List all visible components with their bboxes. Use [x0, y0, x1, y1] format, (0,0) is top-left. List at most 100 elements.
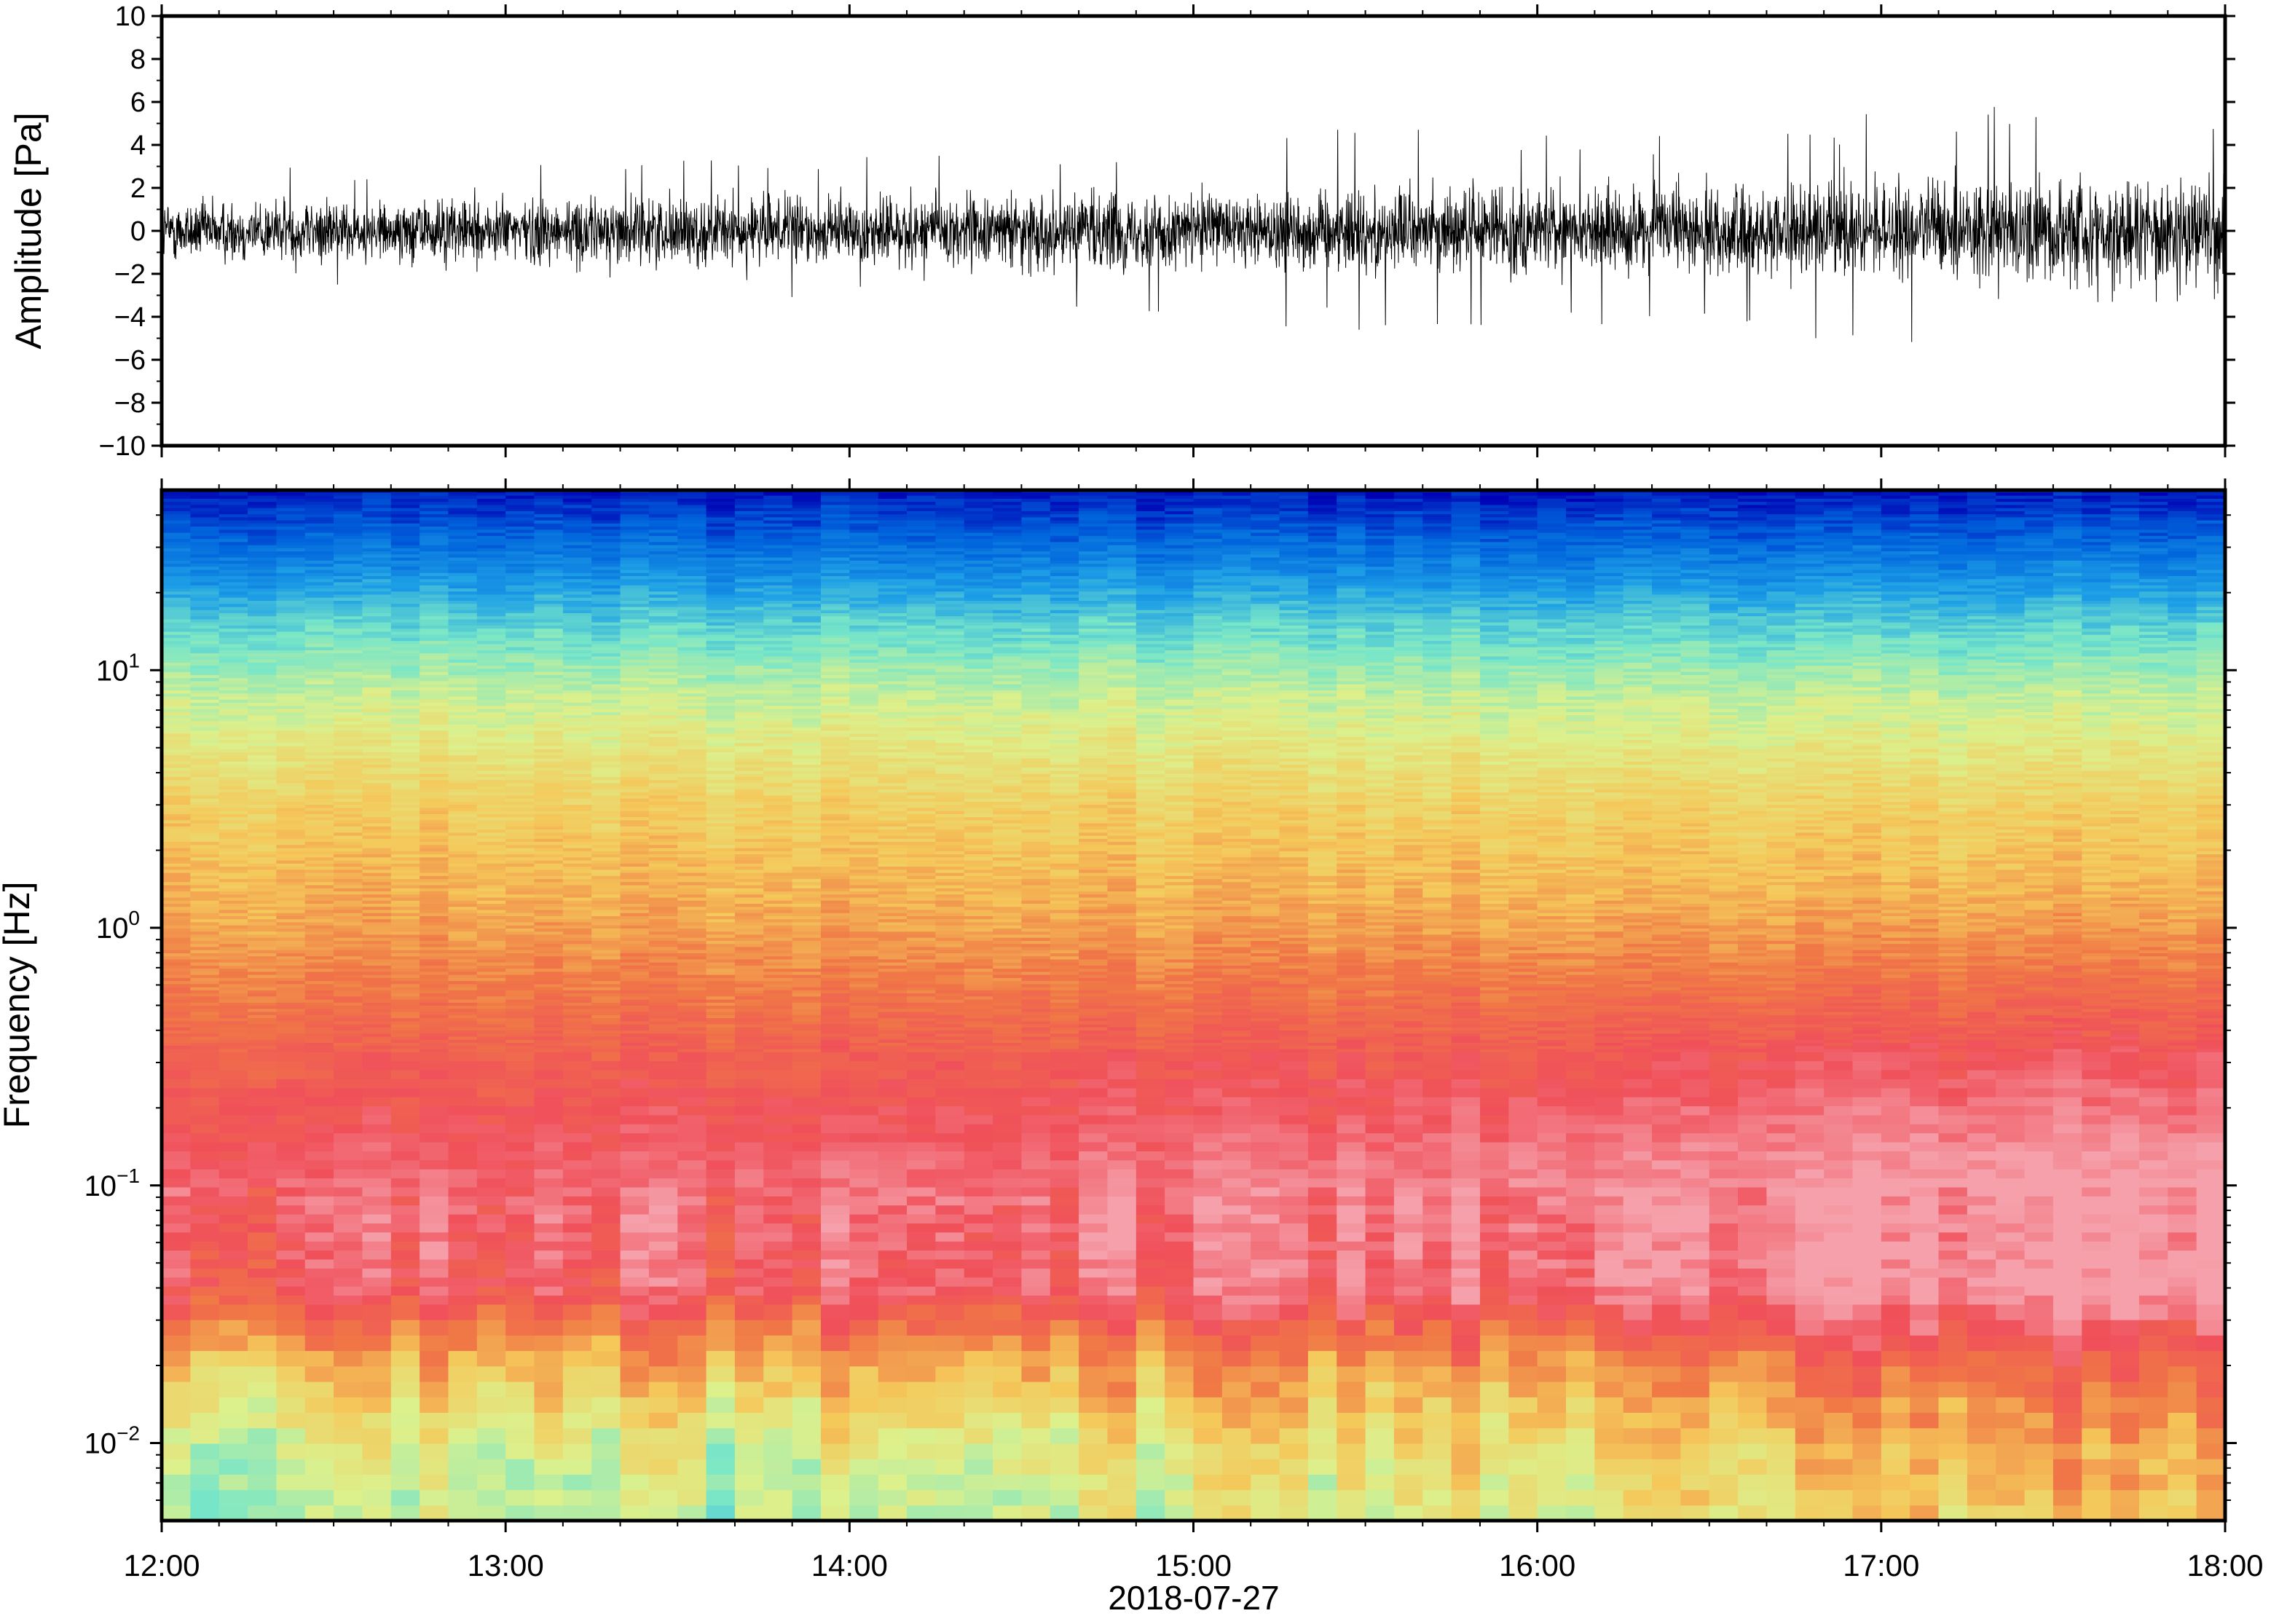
- spectrogram-cell: [304, 795, 334, 799]
- spectrogram-cell: [334, 1023, 363, 1028]
- spectrogram-cell: [334, 501, 363, 505]
- spectrogram-cell: [162, 851, 192, 855]
- spectrogram-cell: [190, 789, 220, 793]
- spectrogram-cell: [677, 628, 707, 632]
- spectrogram-cell: [219, 693, 248, 697]
- spectrogram-cell: [677, 1223, 707, 1233]
- spectrogram-cell: [591, 569, 621, 573]
- spectrogram-cell: [734, 1079, 765, 1089]
- spectrogram-cell: [476, 934, 506, 938]
- spectrogram-cell: [591, 687, 621, 691]
- spectrogram-cell: [648, 1030, 679, 1034]
- spectrogram-cell: [734, 674, 765, 679]
- spectrogram-cell: [304, 1020, 334, 1025]
- spectrogram-cell: [448, 1169, 478, 1179]
- spectrogram-cell: [505, 881, 535, 886]
- spectrogram-cell: [248, 1114, 278, 1124]
- spectrogram-cell: [248, 578, 278, 583]
- spectrogram-cell: [648, 511, 679, 515]
- spectrogram-cell: [420, 974, 449, 978]
- spectrogram-cell: [162, 1286, 192, 1296]
- spectrogram-cell: [648, 1258, 679, 1269]
- spectrogram-cell: [677, 915, 707, 920]
- spectrogram-cell: [390, 1397, 420, 1414]
- spectrogram-cell: [190, 1412, 220, 1429]
- spectrogram-cell: [276, 894, 306, 898]
- spectrogram-cell: [334, 1335, 363, 1352]
- spectrogram-cell: [448, 792, 478, 796]
- spectrogram-cell: [390, 854, 420, 858]
- spectrogram-cell: [476, 1002, 506, 1006]
- spectrogram-cell: [304, 1141, 334, 1151]
- spectrogram-cell: [562, 1114, 593, 1124]
- spectrogram-cell: [677, 544, 707, 548]
- spectrogram-cell: [304, 1474, 334, 1491]
- spectrogram-cell: [334, 813, 363, 818]
- spectrogram-cell: [476, 875, 506, 880]
- spectrogram-cell: [677, 953, 707, 957]
- spectrogram-cell: [362, 1258, 392, 1269]
- spectrogram-cell: [677, 1042, 707, 1046]
- spectrogram-cell: [190, 792, 220, 796]
- spectrogram-cell: [706, 1169, 736, 1179]
- spectrogram-cell: [648, 597, 679, 602]
- spectrogram-cell: [190, 937, 220, 941]
- spectrogram-cell: [562, 1258, 593, 1269]
- spectrogram-cell: [219, 597, 248, 602]
- spectrogram-cell: [534, 1258, 564, 1269]
- spectrogram-cell: [562, 968, 593, 972]
- spectrogram-cell: [334, 720, 363, 725]
- spectrogram-cell: [248, 1268, 278, 1278]
- spectrogram-cell: [677, 851, 707, 855]
- spectrogram-cell: [706, 742, 736, 746]
- spectrogram-cell: [534, 618, 564, 623]
- spectrogram-cell: [763, 1223, 793, 1233]
- spectrogram-cell: [763, 900, 793, 904]
- spectrogram-cell: [620, 699, 650, 703]
- spectrogram-cell: [248, 541, 278, 545]
- spectrogram-cell: [219, 511, 248, 515]
- spectrogram-cell: [620, 856, 650, 861]
- spectrogram-cell: [505, 795, 535, 799]
- spectrogram-cell: [505, 896, 535, 901]
- spectrogram-cell: [648, 1443, 679, 1459]
- spectrogram-cell: [248, 894, 278, 898]
- spectrogram-cell: [276, 896, 306, 901]
- spectrogram-cell: [763, 773, 793, 777]
- spectrogram-cell: [620, 1196, 650, 1206]
- spectrogram-cell: [677, 1052, 707, 1062]
- spectrogram-cell: [276, 863, 306, 867]
- spectrogram-cell: [304, 1027, 334, 1031]
- spectrogram-cell: [648, 838, 679, 843]
- spectrogram-cell: [334, 1159, 363, 1170]
- spectrogram-cell: [591, 912, 621, 916]
- spectrogram-cell: [420, 1427, 449, 1444]
- spectrogram-cell: [390, 1474, 420, 1491]
- spectrogram-cell: [162, 848, 192, 851]
- spectrogram-cell: [648, 674, 679, 679]
- spectrogram-cell: [190, 807, 220, 811]
- spectrogram-cell: [276, 798, 306, 802]
- spectrogram-cell: [591, 844, 621, 848]
- spectrogram-cell: [648, 650, 679, 654]
- spectrogram-cell: [362, 742, 392, 746]
- spectrogram-cell: [562, 958, 593, 963]
- spectrogram-cell: [534, 548, 564, 552]
- spectrogram-cell: [190, 782, 220, 787]
- spectrogram-cell: [706, 634, 736, 638]
- spectrogram-cell: [420, 680, 449, 685]
- spectrogram-cell: [534, 925, 564, 929]
- spectrogram-cell: [620, 650, 650, 654]
- spectrogram-cell: [706, 618, 736, 623]
- spectrogram-cell: [591, 1069, 621, 1079]
- spectrogram-cell: [648, 1159, 679, 1170]
- spectrogram-cell: [334, 1079, 363, 1089]
- spectrogram-cell: [734, 798, 765, 802]
- spectrogram-cell: [362, 736, 392, 741]
- spectrogram-cell: [162, 610, 192, 613]
- spectrogram-cell: [276, 693, 306, 697]
- spectrogram-cell: [620, 829, 650, 833]
- spectrogram-cell: [190, 1030, 220, 1034]
- spectrogram-cell: [706, 1087, 736, 1097]
- spectrogram-cell: [362, 553, 392, 558]
